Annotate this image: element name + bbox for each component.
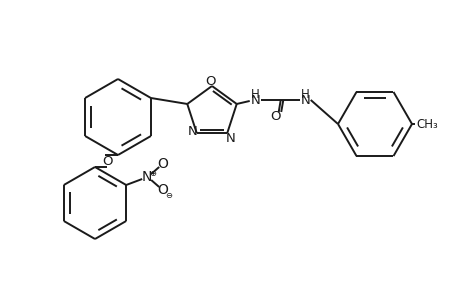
Text: N: N — [250, 94, 260, 107]
Text: N: N — [300, 94, 310, 107]
Text: H: H — [251, 88, 259, 101]
Text: O: O — [270, 110, 280, 124]
Text: N: N — [142, 170, 152, 184]
Text: H: H — [301, 88, 309, 101]
Text: O: O — [157, 157, 168, 171]
Text: ⊖: ⊖ — [165, 190, 172, 200]
Text: O: O — [157, 183, 168, 197]
Text: O: O — [102, 154, 112, 167]
Text: CH₃: CH₃ — [415, 118, 437, 130]
Text: N: N — [187, 124, 197, 137]
Text: O: O — [205, 74, 216, 88]
Text: ⊕: ⊕ — [149, 169, 157, 178]
Text: N: N — [225, 131, 235, 145]
